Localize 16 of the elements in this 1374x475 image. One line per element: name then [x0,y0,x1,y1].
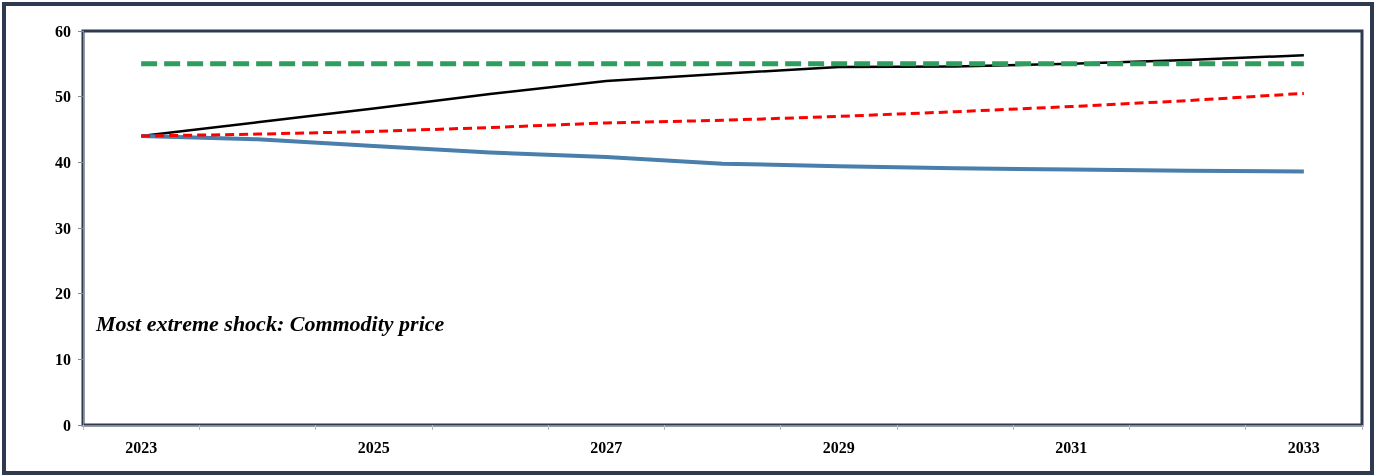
x-tick-label: 2031 [1055,438,1088,456]
y-tick-label: 50 [55,88,71,106]
y-tick-label: 40 [55,153,71,171]
x-tick-label: 2029 [822,438,855,456]
y-tick-label: 30 [55,219,71,237]
x-tick-label: 2033 [1287,438,1320,456]
y-tick-label: 0 [63,416,71,434]
x-tick-label: 2023 [125,438,158,456]
x-tick-label: 2025 [357,438,390,456]
y-tick-label: 20 [55,285,71,303]
y-tick-label: 60 [55,22,71,40]
y-tick-label: 10 [55,350,71,368]
annotation: Most extreme shock: Commodity price [95,310,445,336]
line-series [139,91,1306,138]
line-series [139,134,1306,174]
x-tick-label: 2027 [590,438,623,456]
